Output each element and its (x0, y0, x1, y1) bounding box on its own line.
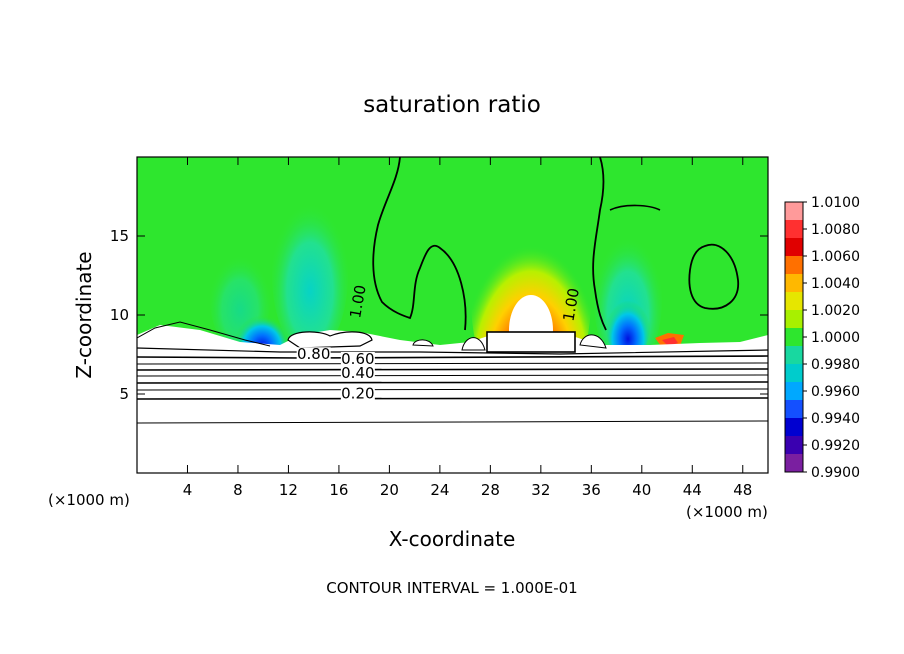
colorbar-segment (785, 328, 803, 347)
colorbar-label: 0.9980 (811, 357, 860, 373)
contour-0.20 (137, 397, 768, 400)
y-tick-label: 10 (110, 306, 129, 324)
x-tick-label: 36 (582, 481, 601, 499)
contour-1.00-right (592, 157, 607, 331)
colorbar-segment (785, 346, 803, 365)
colorbar-label: 1.0040 (811, 276, 860, 292)
colorbar-segment (785, 274, 803, 293)
x-tick-label: 32 (531, 481, 550, 499)
colorbar-segment (785, 256, 803, 275)
colorbar-label: 1.0060 (811, 249, 860, 265)
contour-label-bg (340, 386, 375, 402)
x-tick-label: 16 (329, 481, 348, 499)
x-tick-label: 8 (233, 481, 243, 499)
contour-labels: 1.00 1.00 0.80 0.600.40 0.20 (296, 283, 583, 403)
colorbar-label: 1.0000 (811, 330, 860, 346)
colorbar-segment (785, 310, 803, 329)
colorbar: 1.0100 1.0080 1.0060 1.0040 1.0020 1.0000 0.99… (784, 195, 860, 481)
orange-patch-core (662, 337, 678, 346)
contour-1.00-upper (609, 204, 661, 211)
x-tick-label: 4 (183, 481, 193, 499)
contour-label: 0.40 (341, 364, 374, 382)
x-axis-ticks: 4 8 12 16 20 24 28 32 36 40 44 48 (183, 157, 752, 499)
cloud-patch-far (461, 337, 486, 351)
colorbar-label: 1.0020 (811, 303, 860, 319)
cloud-block-center (486, 331, 576, 353)
y-tick-label: 5 (119, 385, 129, 403)
contour-label: 1.00 (559, 287, 583, 323)
heatmap-field (137, 157, 768, 473)
x-tick-label: 40 (632, 481, 651, 499)
x-tick-label: 12 (279, 481, 298, 499)
contour-0.60 (137, 368, 768, 371)
contour-0.10 (137, 420, 768, 424)
colorbar-label: 1.0080 (811, 222, 860, 238)
colorbar-segment (785, 202, 803, 221)
colorbar-label: 0.9940 (811, 411, 860, 427)
contour-0.30 (137, 388, 768, 391)
x-tick-label: 20 (380, 481, 399, 499)
blue-region-right (606, 290, 650, 360)
colorbar-segment (785, 292, 803, 311)
x-unit-label-left: (×1000 m) (48, 491, 130, 509)
colorbar-segment (785, 400, 803, 419)
colorbar-label: 0.9960 (811, 384, 860, 400)
contour-0.50 (137, 374, 768, 377)
x-axis-label: X-coordinate (389, 527, 516, 551)
contour-label: 1.00 (346, 283, 370, 319)
contour-1.00-loop (688, 243, 739, 310)
contour-interval-note: CONTOUR INTERVAL = 1.000E-01 (326, 579, 577, 597)
x-tick-label: 44 (683, 481, 702, 499)
x-unit-label-right: (×1000 m) (686, 503, 768, 521)
colorbar-segment (785, 454, 803, 473)
y-tick-label: 15 (110, 227, 129, 245)
colorbar-segment (785, 238, 803, 257)
contour-0.90 (137, 347, 768, 355)
colorbar-segment (785, 382, 803, 401)
colorbar-label: 0.9920 (811, 438, 860, 454)
colorbar-label: 0.9900 (811, 465, 860, 481)
contour-label: 0.60 (341, 350, 374, 368)
colorbar-segment (785, 436, 803, 455)
y-axis-label: Z-coordinate (72, 251, 96, 378)
cyan-region-left (272, 195, 348, 355)
contour-0.40 (137, 381, 768, 384)
contour-0.70 (137, 362, 768, 365)
contour-label: 0.20 (341, 385, 374, 403)
cloud-patch-small (412, 339, 434, 347)
x-tick-label: 24 (430, 481, 449, 499)
y-axis-ticks: 5 10 15 (110, 227, 768, 403)
colorbar-segment (785, 364, 803, 383)
contour-label-bg (340, 366, 375, 382)
x-tick-label: 28 (481, 481, 500, 499)
cloud-outline-left (137, 321, 271, 347)
contour-label-bg (340, 351, 375, 367)
colorbar-segment (785, 220, 803, 239)
contour-label-bg (296, 347, 331, 363)
x-tick-label: 48 (733, 481, 752, 499)
contour-1.00-left (372, 157, 467, 331)
cloud-patch-right (579, 334, 607, 349)
colorbar-segment (785, 418, 803, 437)
contour-label: 0.80 (297, 345, 330, 363)
chart-title: saturation ratio (363, 92, 541, 118)
colorbar-label: 1.0100 (811, 195, 860, 211)
cloud-patches (287, 331, 373, 349)
